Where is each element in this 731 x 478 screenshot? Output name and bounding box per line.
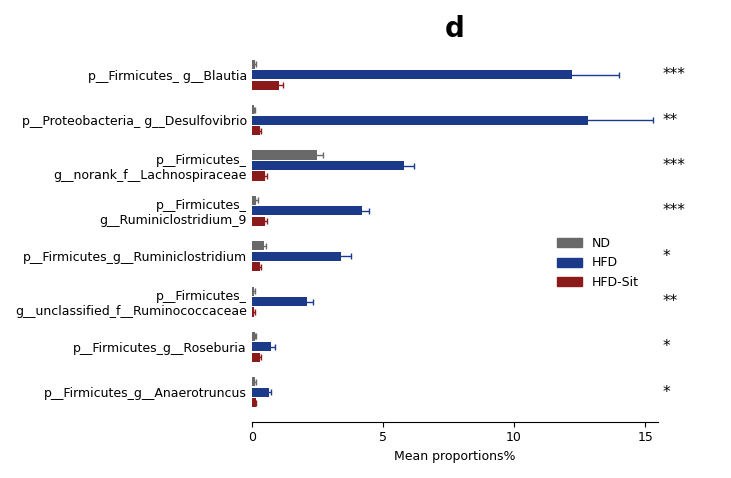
Text: ***: *** <box>662 203 685 218</box>
Bar <box>251 377 255 386</box>
Text: **: ** <box>662 113 678 128</box>
Bar <box>251 297 307 306</box>
Bar <box>251 196 257 205</box>
Bar <box>251 307 254 316</box>
Bar <box>251 398 256 407</box>
Text: *: * <box>662 339 670 354</box>
Bar <box>251 353 260 362</box>
Bar <box>251 116 588 125</box>
Legend: ND, HFD, HFD-Sit: ND, HFD, HFD-Sit <box>552 232 644 294</box>
Bar <box>251 70 572 79</box>
Bar <box>251 251 341 261</box>
Title: d: d <box>445 15 465 43</box>
Bar <box>251 161 404 170</box>
Bar <box>251 217 265 226</box>
Text: ***: *** <box>662 67 685 82</box>
Bar <box>251 342 271 351</box>
Bar <box>251 126 260 135</box>
Text: *: * <box>662 385 670 400</box>
Bar <box>251 241 264 250</box>
Bar <box>251 262 260 271</box>
Bar <box>251 286 254 296</box>
Bar <box>251 60 255 69</box>
X-axis label: Mean proportions%: Mean proportions% <box>394 450 516 463</box>
Bar <box>251 206 362 216</box>
Text: **: ** <box>662 294 678 309</box>
Bar <box>251 81 279 90</box>
Bar <box>251 171 265 181</box>
Bar <box>251 388 269 397</box>
Bar <box>251 105 254 114</box>
Bar <box>251 332 255 341</box>
Text: *: * <box>662 249 670 264</box>
Bar <box>251 151 317 160</box>
Text: ***: *** <box>662 158 685 173</box>
